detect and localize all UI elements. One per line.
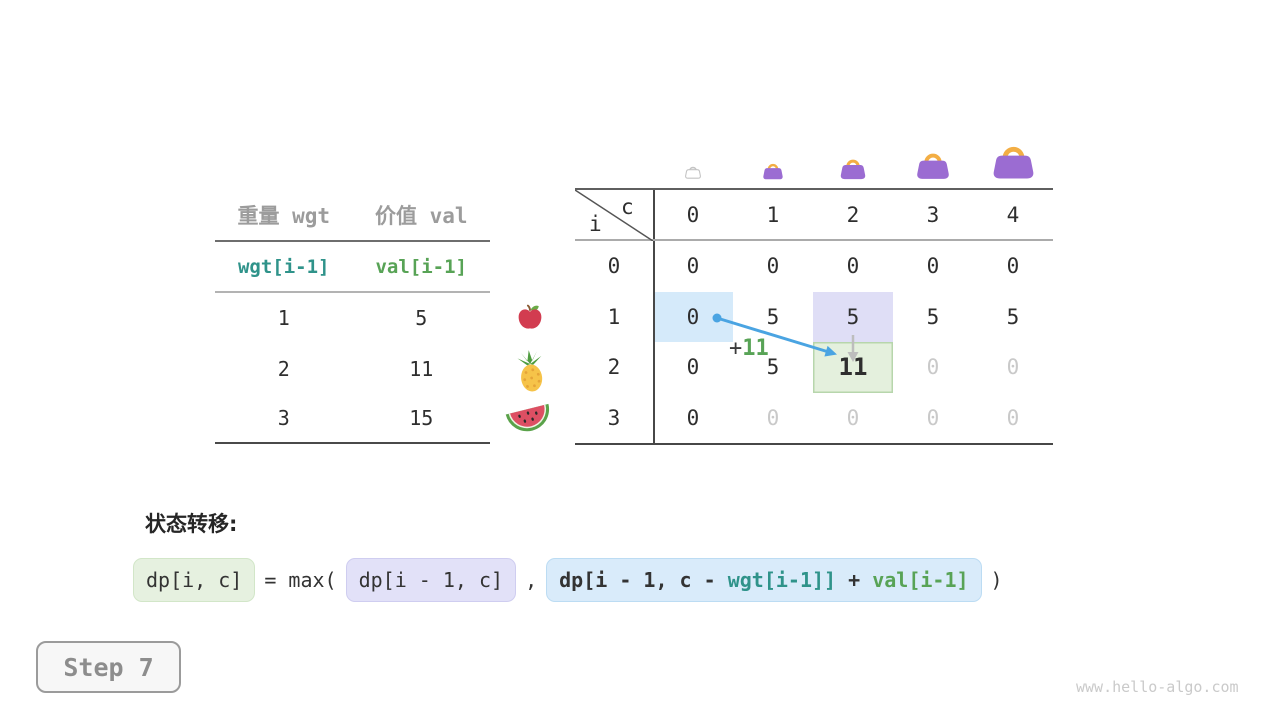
step-badge: Step 7 [36,641,181,693]
state-transition-formula: dp[i, c] = max( dp[i - 1, c] , dp[i - 1,… [133,558,1012,602]
dp-cell-0-0: 0 [686,254,700,279]
capacity-axis-label: c [621,195,634,219]
watermark: www.hello-algo.com [1076,678,1239,696]
dp-cell-3-0: 0 [686,405,700,430]
dp-table: c i 0 1 2 3 4 0 0 0 0 0 0 1 0 5 5 5 5 2 [575,188,1053,445]
val-code-header: val[i-1] [375,255,467,278]
item-2-weight: 2 [277,356,290,381]
option2-wgt-part: wgt[i-1]] [727,568,837,592]
value-column-header: 价值 val [374,204,468,228]
dp-cell-0-2: 0 [846,254,860,279]
item-3-weight: 3 [277,405,290,430]
row-header-2: 2 [607,355,621,380]
added-value-label: +11 [729,336,769,361]
dp-cell-2-3: 0 [926,355,940,380]
state-transition-heading: 状态转移: [145,512,238,536]
bag-xlarge-icon [993,146,1034,179]
dp-cell-1-3: 5 [926,304,940,329]
dp-row-2: 2 0 5 11 0 0 [575,342,1053,393]
item-3-value: 15 [409,405,434,430]
dp-cell-0-4: 0 [1006,254,1020,279]
option2-plus-part: + [836,568,873,592]
item-2-value: 11 [409,356,434,381]
row-header-3: 3 [607,405,621,430]
added-value: 11 [742,336,769,361]
weight-column-header: 重量 wgt [237,204,331,228]
option2-dp-part: dp[i - 1, c - [559,568,728,592]
formula-comma: , [525,568,538,592]
dp-cell-3-3: 0 [926,405,940,430]
dp-cell-1-1: 5 [766,304,780,329]
dp-header-row: c i 0 1 2 3 4 [575,190,1053,241]
row-header-0: 0 [607,254,621,279]
formula-option2-box: dp[i - 1, c - wgt[i-1]] + val[i-1] [546,558,982,602]
bag-empty-icon [685,166,701,179]
col-header-3: 3 [926,202,940,227]
col-header-2: 2 [846,202,860,227]
bag-small-icon [763,163,783,180]
dp-cell-2-1: 5 [766,355,780,380]
pineapple-icon [517,350,543,392]
watermelon-icon [505,403,550,432]
item-row-2: 2 11 [215,343,490,393]
dp-cell-0-3: 0 [926,254,940,279]
dp-cell-1-4: 5 [1006,304,1020,329]
col-header-0: 0 [686,202,700,227]
dp-row-3: 3 0 0 0 0 0 [575,393,1053,444]
col-header-1: 1 [766,202,780,227]
items-table-header-row: 重量 wgt 价值 val [215,190,490,242]
dp-cell-2-4: 0 [1006,355,1020,380]
dp-row-0: 0 0 0 0 0 0 [575,241,1053,292]
col-header-4: 4 [1006,202,1020,227]
formula-option1-box: dp[i - 1, c] [345,558,517,602]
option2-val-part: val[i-1] [872,568,969,592]
dp-cell-3-4: 0 [1006,405,1020,430]
row-header-1: 1 [607,304,621,329]
dp-cell-1-0-source-highlight: 0 [653,291,733,342]
item-row-1: 1 5 [215,293,490,343]
item-axis-label: i [589,212,602,236]
items-table-code-row: wgt[i-1] val[i-1] [215,242,490,293]
items-table: 重量 wgt 价值 val wgt[i-1] val[i-1] 1 5 2 11… [215,190,490,445]
dp-cell-0-1: 0 [766,254,780,279]
item-1-value: 5 [415,306,428,331]
dp-cell-1-2-compare-highlight: 5 [813,291,893,342]
dp-cell-2-0: 0 [686,355,700,380]
bag-large-icon [917,153,949,179]
formula-result-box: dp[i, c] [133,558,256,602]
bag-medium-icon [840,159,866,180]
item-row-3: 3 15 [215,394,490,445]
item-1-weight: 1 [277,306,290,331]
dp-corner-cell: c i [575,190,653,241]
formula-close-paren: ) [990,568,1003,592]
dp-cell-3-2: 0 [846,405,860,430]
apple-icon [518,304,542,329]
dp-table-divider [653,190,655,443]
formula-equals-max: = max( [264,568,337,592]
plus-sign: + [729,336,743,361]
wgt-code-header: wgt[i-1] [237,255,330,278]
dp-row-1: 1 0 5 5 5 5 [575,291,1053,342]
corner-diagonal-line [575,190,653,241]
dp-cell-3-1: 0 [766,405,780,430]
dp-cell-2-2-current-highlight: 11 [813,342,893,393]
